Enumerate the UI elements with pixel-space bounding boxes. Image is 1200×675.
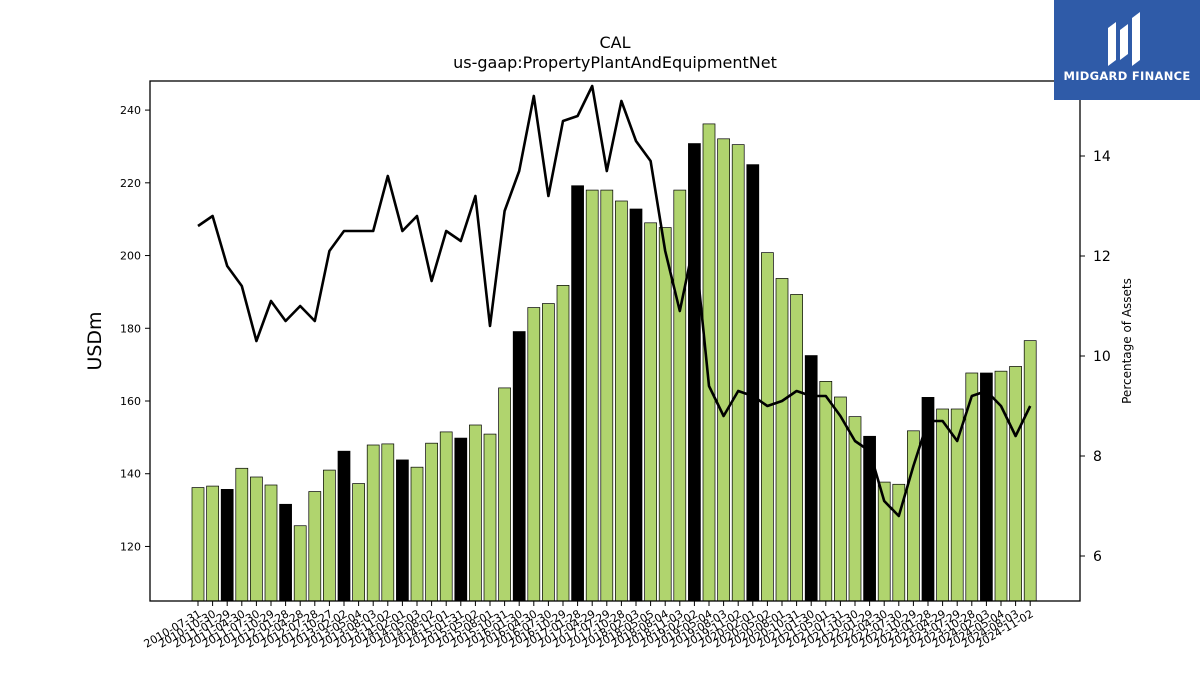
brand-name: MIDGARD FINANCE [1063,69,1191,83]
bar [264,484,278,602]
y-tick-label: 220 [120,177,141,190]
bar [644,222,657,602]
y-right-tick-label: 8 [1093,449,1102,465]
bar [804,355,818,602]
bar [673,189,687,602]
bar [483,433,497,602]
bar [775,278,789,602]
bar [731,144,745,602]
y-right-tick-label: 14 [1093,149,1111,165]
bar [250,476,263,602]
bar [352,483,365,602]
bar [702,123,716,602]
bar [571,185,584,602]
bar [206,485,219,602]
bar [191,487,205,602]
y-tick-label: 160 [120,395,141,408]
bar [542,303,555,602]
y-tick-label: 200 [120,250,141,263]
bar [366,444,380,602]
y-axis-left: 120 140 160 180 200 220 240 [120,104,150,553]
bar [936,408,949,602]
chart-title: CAL [599,33,630,52]
bar [293,525,307,602]
bar [235,467,249,602]
y-right-tick-label: 10 [1093,349,1111,365]
midgard-logo-mark-icon [1108,12,1140,66]
bar [658,227,672,602]
y-tick-label: 140 [120,468,141,481]
bar [527,307,541,602]
bar [498,387,511,602]
bar [819,381,833,602]
bar [746,164,760,602]
line-series [197,84,1032,518]
brand-logo: MIDGARD FINANCE [1054,0,1200,100]
percentage-line [197,84,1032,518]
bar [600,189,614,602]
y-tick-label: 240 [120,104,141,117]
bar [761,252,774,602]
bar [834,396,847,602]
bar [396,459,409,602]
bar [469,424,482,602]
y-tick-label: 180 [120,322,141,335]
bar [1009,366,1022,602]
bar [1023,340,1037,602]
bar-series [191,123,1037,602]
bar [425,442,438,602]
plot-frame [149,80,1081,602]
bar [410,466,424,602]
x-axis: 2010-07-312010-10-302011-01-292011-04-30… [142,601,1036,651]
bar [220,489,234,602]
bar [439,431,453,602]
bar [688,143,701,602]
y-axis-right: 6 8 10 12 14 [1080,149,1111,565]
bar [556,285,570,602]
chart-subtitle: us-gaap:PropertyPlantAndEquipmentNet [453,53,777,72]
bar [717,138,730,602]
bar [308,491,322,602]
bar [980,372,993,602]
bar [279,503,292,602]
y-right-tick-label: 6 [1093,549,1102,565]
bar [323,469,336,602]
bar [790,294,803,602]
bar [629,208,643,602]
bar [454,437,468,602]
bar [512,331,526,602]
bar [337,450,351,602]
bar [615,200,628,602]
bar [585,189,599,602]
bar [921,397,935,602]
y-tick-label: 120 [120,540,141,553]
y-axis-label: USDm [84,311,106,370]
y-right-tick-label: 12 [1093,249,1111,265]
y-axis-label-right: Percentage of Assets [1120,278,1134,404]
bar [381,443,395,602]
